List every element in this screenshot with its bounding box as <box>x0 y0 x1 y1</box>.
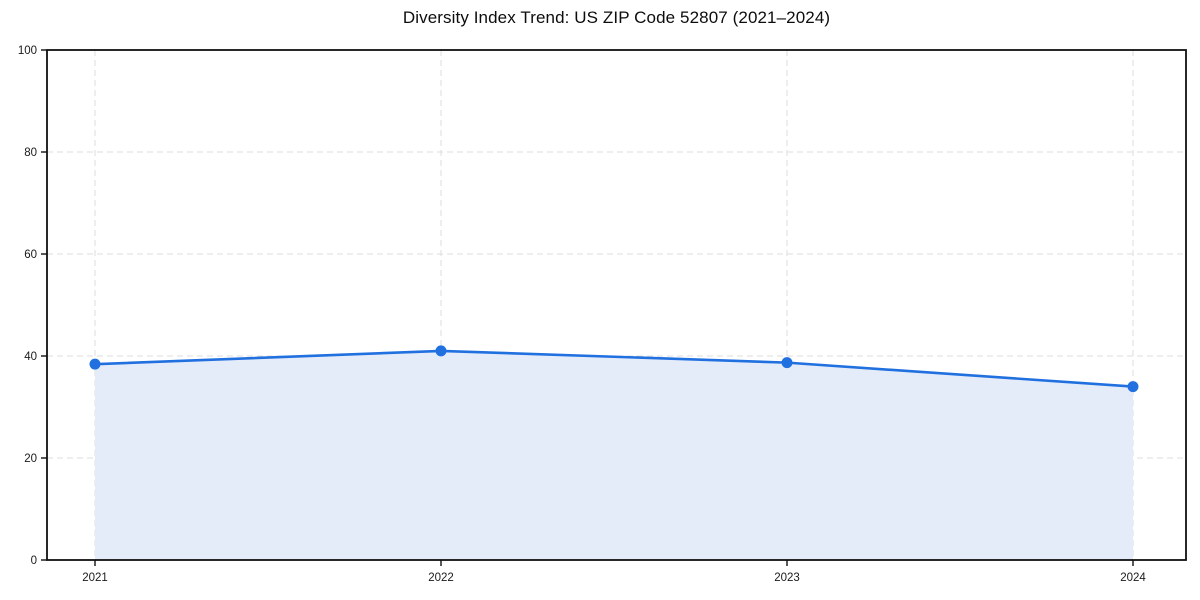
x-tick-label: 2021 <box>82 572 108 584</box>
trend-line <box>93 349 1135 388</box>
x-tick-label: 2024 <box>1120 572 1146 584</box>
plot-border <box>46 49 1187 561</box>
y-tick-label: 40 <box>24 351 37 363</box>
data-point <box>435 345 447 357</box>
y-tick-label: 80 <box>24 147 37 159</box>
data-point <box>781 357 793 369</box>
y-tick-label: 20 <box>24 453 37 465</box>
data-point <box>1127 381 1139 393</box>
x-tick-label: 2022 <box>428 572 454 584</box>
area-fill <box>95 350 1133 560</box>
data-point <box>89 358 101 370</box>
y-tick-label: 0 <box>31 555 37 567</box>
x-tick-label: 2023 <box>774 572 800 584</box>
y-tick-label: 60 <box>24 249 37 261</box>
chart-title: Diversity Index Trend: US ZIP Code 52807… <box>402 8 831 27</box>
y-tick-label: 100 <box>18 45 37 57</box>
